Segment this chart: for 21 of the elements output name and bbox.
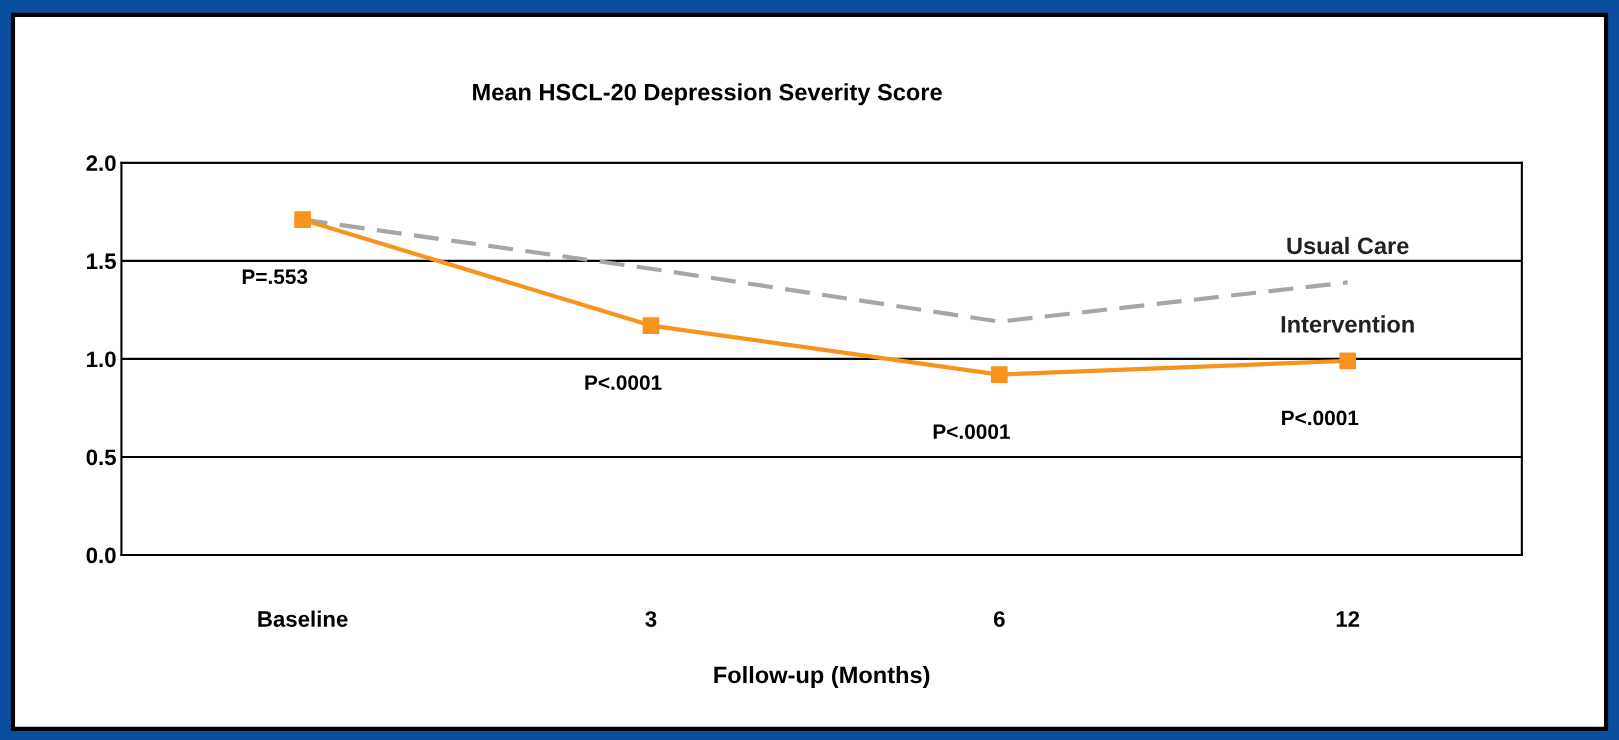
annotation: P<.0001	[1282, 410, 1359, 426]
series-label: Intervention	[1281, 315, 1414, 333]
x-tick-label: 12	[1336, 611, 1360, 627]
chart-title: Mean HSCL-20 Depression Severity Score	[473, 83, 942, 106]
y-tick-label: 1.5	[87, 253, 116, 270]
y-tick-label: 0.0	[86, 547, 116, 564]
point	[990, 366, 1008, 383]
y-tick-label: 0.5	[86, 449, 116, 466]
x-tick-label: 3	[645, 611, 657, 627]
series-label: Usual Care	[1287, 236, 1409, 255]
y-tick-label: 2.0	[86, 155, 116, 172]
y-tick-label: 1.0	[87, 351, 116, 368]
annotation: P<.0001	[933, 424, 1010, 440]
annotation: P=.553	[242, 269, 308, 285]
annotation: P<.0001	[585, 375, 662, 390]
x-tick-label: Baseline	[258, 610, 348, 627]
point	[294, 211, 311, 229]
point	[642, 317, 660, 334]
x-tick-label: 6	[993, 611, 1005, 627]
x-axis-title: Follow-up (Months)	[714, 665, 930, 688]
point	[1339, 352, 1357, 370]
